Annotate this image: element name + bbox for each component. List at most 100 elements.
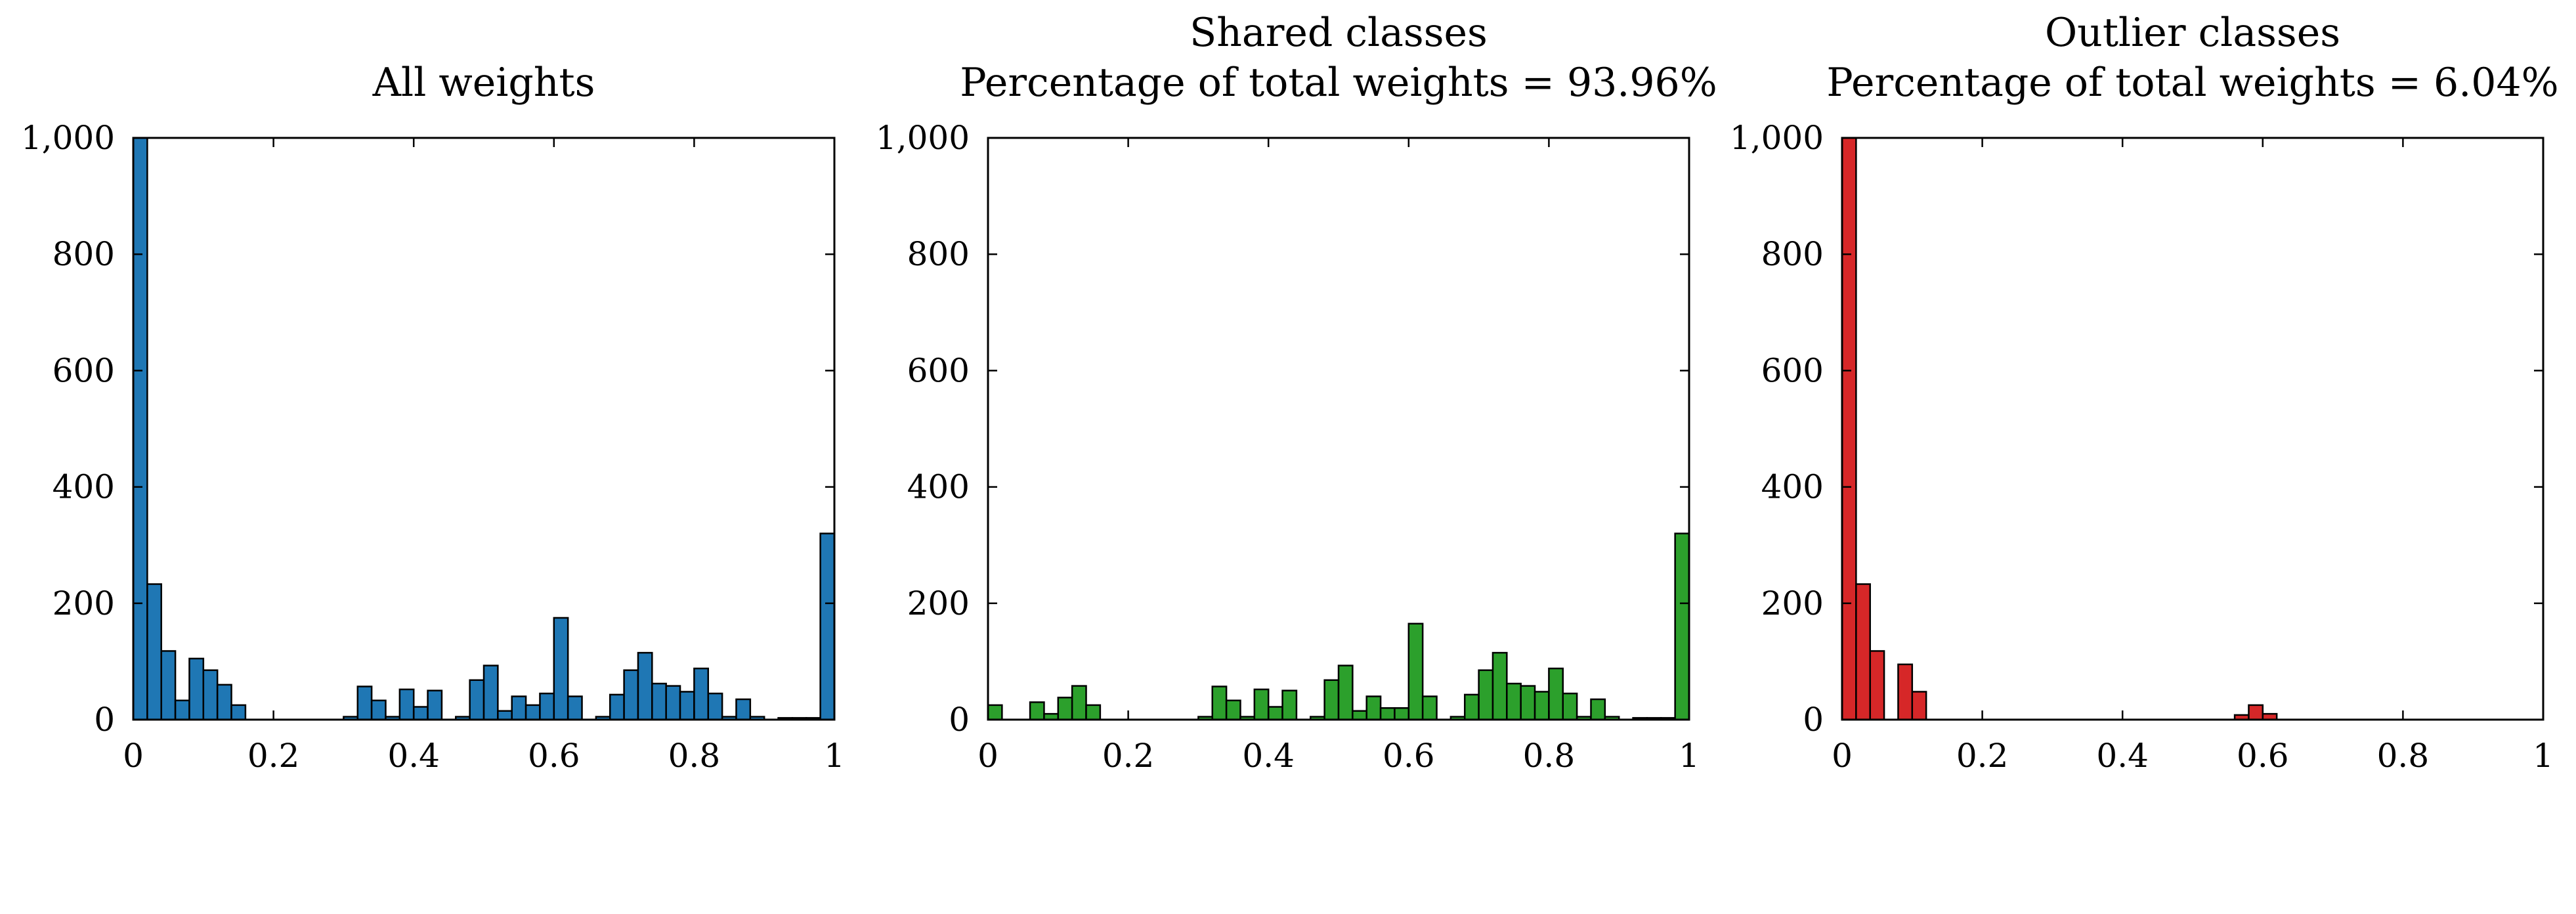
x-tick-label: 1 [824, 737, 845, 775]
histogram-bar [1365, 695, 1382, 721]
histogram-bar [1855, 583, 1871, 721]
histogram-bar [707, 692, 723, 721]
x-tick-label: 0 [977, 737, 998, 775]
x-tick-label: 0.2 [247, 737, 300, 775]
histogram-bar [609, 693, 625, 721]
x-tick-label: 0.2 [1102, 737, 1155, 775]
histogram-bar [735, 698, 752, 721]
histogram-bar [1323, 679, 1340, 721]
histogram-bar [553, 617, 569, 721]
histogram-bar [412, 706, 429, 721]
histogram-bar [230, 704, 247, 721]
histogram-bar [1225, 699, 1241, 721]
histogram-bar [1085, 704, 1102, 721]
histogram-bar [1463, 693, 1480, 721]
y-tick-label: 0 [94, 701, 115, 739]
x-tick-label: 0.4 [2096, 737, 2149, 775]
plot-frame [132, 137, 836, 721]
histogram-bar [1253, 688, 1270, 721]
y-tick-label: 400 [53, 468, 115, 506]
y-tick-label: 600 [907, 351, 970, 389]
x-tick-label: 0.4 [387, 737, 440, 775]
histogram-bar [1492, 651, 1508, 721]
plot-frame [1841, 137, 2544, 721]
histogram-bar [469, 679, 485, 721]
histogram-bar [356, 686, 373, 721]
histogram-bar [1057, 697, 1073, 721]
plot-frame [987, 137, 1690, 721]
histogram-bar [427, 689, 443, 721]
histogram-bar [370, 699, 387, 721]
histogram-bar [819, 533, 836, 721]
histogram-bar [567, 695, 583, 721]
histogram-bar [1590, 698, 1606, 721]
histogram-bar [1674, 533, 1690, 721]
histogram-bar [1071, 685, 1087, 721]
histogram-bar [1421, 695, 1438, 721]
chart-title-line: Shared classes [1190, 10, 1488, 56]
histogram-bar [1869, 650, 1885, 721]
y-tick-label: 0 [1803, 701, 1824, 739]
histogram-bar [665, 685, 681, 721]
chart-title-line: Percentage of total weights = 93.96% [960, 60, 1717, 106]
histogram-bar [188, 657, 205, 721]
histogram-bar [1562, 692, 1578, 721]
x-tick-label: 0.2 [1956, 737, 2009, 775]
x-tick-label: 0.6 [2237, 737, 2289, 775]
y-tick-label: 1,000 [876, 119, 970, 157]
histogram-bar [1897, 663, 1914, 721]
histogram-bar [511, 695, 527, 721]
histogram-bar [174, 699, 190, 721]
histogram-bar [637, 651, 653, 721]
y-tick-label: 800 [1761, 235, 1824, 273]
histogram-bar [1534, 691, 1550, 721]
x-tick-label: 0 [123, 737, 144, 775]
panel-all-weights: All weights 0 0.2 0.4 0.6 0.8 1 0 200 400 600 800 1,… [21, 60, 845, 775]
histogram-bar [1548, 667, 1564, 721]
y-tick-label: 800 [53, 235, 115, 273]
x-tick-label: 0.8 [668, 737, 721, 775]
y-tick-label: 200 [1761, 584, 1824, 622]
histogram-bar [1841, 137, 1857, 721]
histogram-bar [1029, 701, 1045, 721]
x-tick-label: 1 [2533, 737, 2554, 775]
histogram-bar [1506, 682, 1522, 721]
histogram-bar [539, 692, 555, 721]
histogram-bar [2248, 704, 2264, 721]
histogram-bar [1281, 689, 1298, 721]
chart-title-line: All weights [372, 60, 595, 106]
histogram-bar [483, 664, 499, 721]
histogram-bar [216, 684, 232, 721]
x-tick-label: 0.8 [2377, 737, 2430, 775]
histogram-bar [1352, 710, 1367, 721]
histogram-bar [1407, 622, 1424, 721]
x-tick-label: 1 [1679, 737, 1700, 775]
chart-title-line: Outlier classes [2045, 10, 2340, 56]
y-tick-label: 1,000 [1730, 119, 1824, 157]
y-tick-label: 400 [1761, 468, 1824, 506]
histogram-bar [497, 710, 513, 721]
y-tick-label: 1,000 [21, 119, 115, 157]
histogram-bar [679, 691, 695, 721]
y-tick-label: 400 [907, 468, 970, 506]
y-tick-label: 200 [907, 584, 970, 622]
histogram-bar [693, 667, 710, 721]
x-tick-label: 0.6 [528, 737, 580, 775]
y-tick-label: 600 [1761, 351, 1824, 389]
histogram-bar [1211, 686, 1228, 721]
histogram-bar [1911, 691, 1927, 721]
histogram-bar [132, 137, 148, 721]
histogram-bar [160, 650, 177, 721]
x-tick-label: 0.4 [1242, 737, 1295, 775]
histogram-bar [1267, 706, 1283, 721]
histogram-bar [1478, 669, 1494, 721]
histogram-bar [202, 669, 219, 721]
histogram-bar [1337, 664, 1354, 721]
y-tick-label: 0 [949, 701, 970, 739]
y-tick-label: 600 [53, 351, 115, 389]
x-tick-label: 0 [1832, 737, 1853, 775]
histogram-bar [987, 704, 1003, 721]
